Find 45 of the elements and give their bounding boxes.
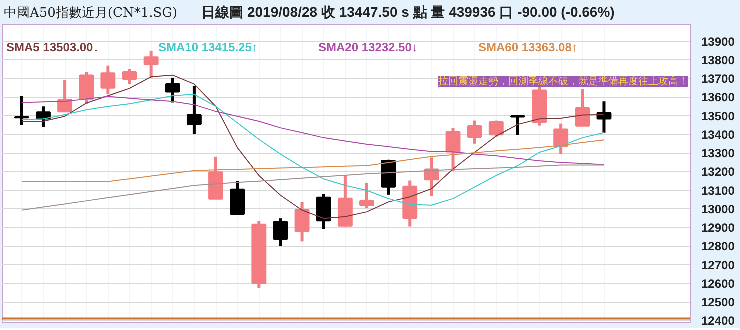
y-tick-label: 13500 xyxy=(702,109,736,124)
y-tick-label: 13800 xyxy=(702,53,736,68)
candlestick xyxy=(446,128,461,172)
candlestick xyxy=(316,194,332,230)
candlestick xyxy=(424,158,440,196)
y-tick-label: 13000 xyxy=(702,202,736,216)
candlestick xyxy=(122,69,138,84)
annotation: 拉回震盪走勢，回測季線不破，就是準備再度往上攻高！ xyxy=(438,76,688,88)
y-tick-label: 13200 xyxy=(702,165,736,180)
candlestick xyxy=(596,102,612,133)
chart-title: 中國A50指數近月(CN*1.SG) xyxy=(4,6,178,21)
y-tick-label: 13900 xyxy=(702,34,736,49)
y-tick-label: 12400 xyxy=(702,314,736,328)
y-tick-label: 12900 xyxy=(702,221,736,236)
y-tick-label: 13100 xyxy=(702,184,736,198)
text: SMA60 13363.08↑ xyxy=(478,40,578,54)
y-tick-label: 12800 xyxy=(702,240,736,254)
y-tick-label: 12700 xyxy=(702,258,736,272)
candlestick xyxy=(360,183,374,208)
y-tick-label: 13600 xyxy=(702,90,736,105)
candlestick xyxy=(186,86,202,134)
y-tick-label: 13700 xyxy=(702,72,736,86)
text: SMA20 13232.50↓ xyxy=(318,40,418,54)
text: SMA5 13503.00↓ xyxy=(6,40,100,54)
candlestick xyxy=(273,218,288,247)
y-tick-label: 12500 xyxy=(702,296,736,310)
candlestick xyxy=(294,202,310,242)
y-tick-label: 13400 xyxy=(702,128,736,142)
candlestick xyxy=(467,120,482,144)
candlestick xyxy=(79,72,94,104)
candlestick xyxy=(510,115,526,136)
candlestick xyxy=(165,78,180,103)
candlestick xyxy=(554,124,569,154)
candlestick xyxy=(100,66,116,94)
candlestick xyxy=(58,80,73,113)
candlestick xyxy=(144,50,159,78)
y-tick-label: 12600 xyxy=(702,276,736,291)
candlestick xyxy=(575,90,590,127)
chart-subtitle: 日線圖 2019/08/28 收 13447.50 s 點 量 439936 口 -90.00 (-0.66%) xyxy=(202,4,615,20)
line-series xyxy=(21,164,605,211)
candlestick xyxy=(14,96,30,126)
y-tick-label: 13300 xyxy=(702,146,736,161)
candlestick xyxy=(488,120,504,137)
text: SMA10 13415.25↑ xyxy=(158,40,258,54)
line-series xyxy=(21,96,605,166)
